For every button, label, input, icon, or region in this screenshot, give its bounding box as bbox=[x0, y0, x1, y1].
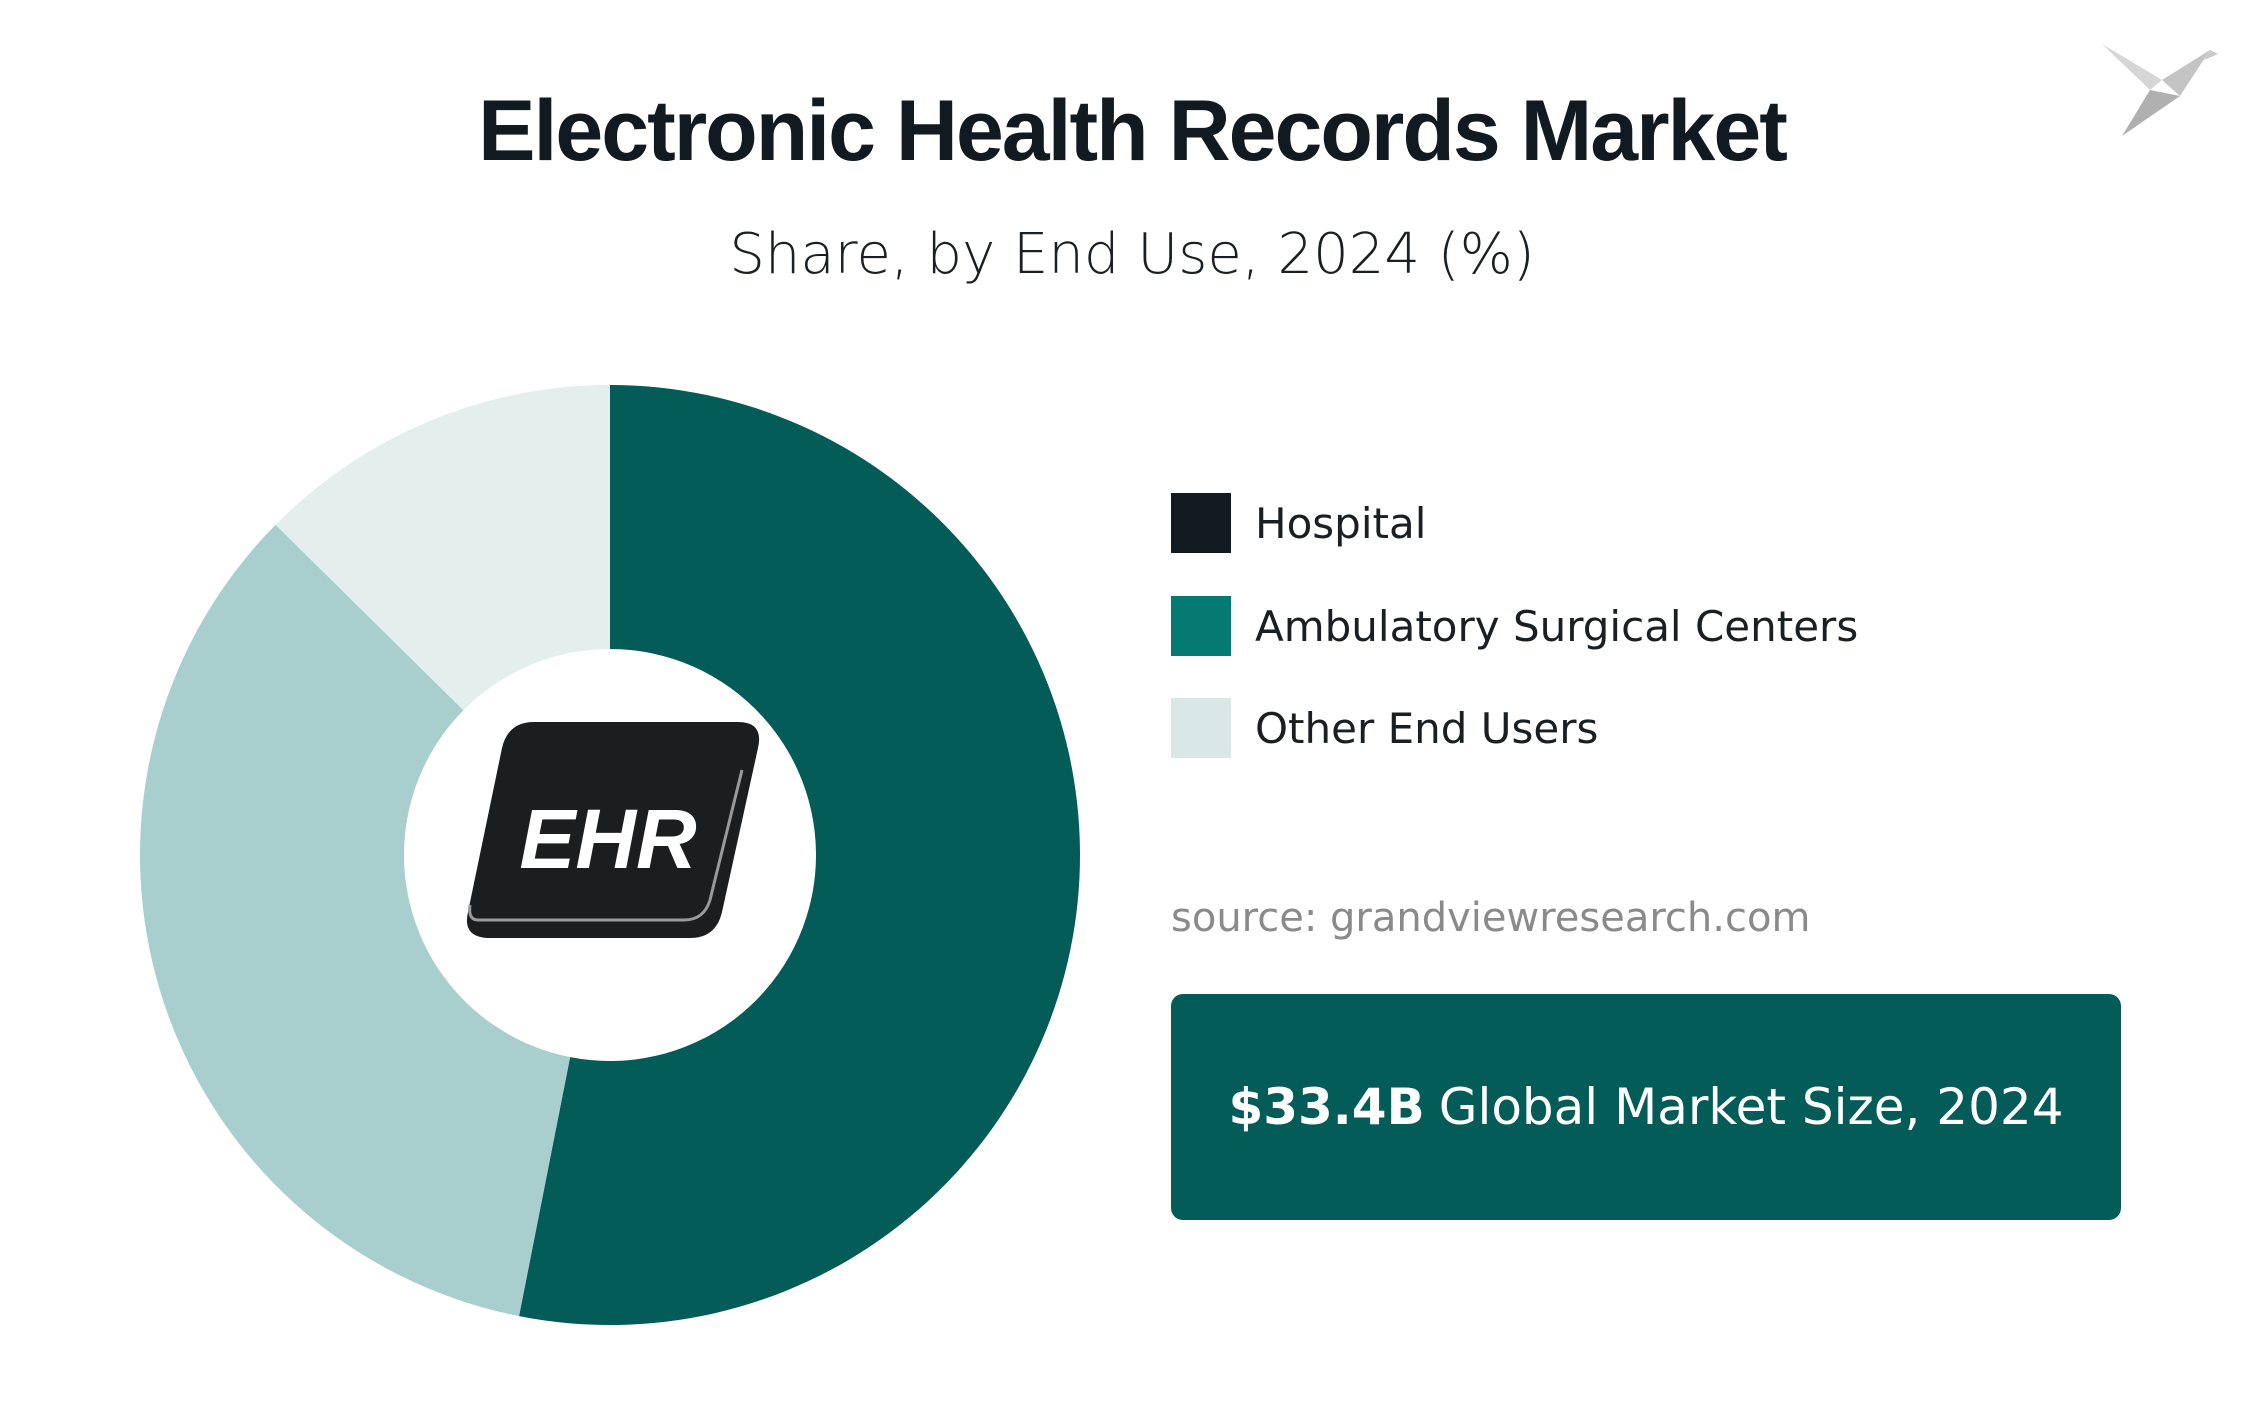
market-size-value: $33.4B bbox=[1228, 1078, 1425, 1136]
donut-slice-hospital bbox=[519, 385, 1081, 1325]
legend-item-ambulatory: Ambulatory Surgical Centers bbox=[1171, 596, 1858, 656]
legend-swatch bbox=[1171, 493, 1231, 553]
donut-chart: EHR bbox=[140, 385, 1081, 1325]
chart-title: Electronic Health Records Market bbox=[478, 83, 1788, 179]
ehr-icon: EHR bbox=[466, 722, 760, 938]
chart-subtitle: Share, by End Use, 2024 (%) bbox=[729, 222, 1535, 287]
legend-label: Other End Users bbox=[1255, 703, 1599, 753]
legend-swatch bbox=[1171, 698, 1231, 758]
market-size-box: $33.4B Global Market Size, 2024 bbox=[1171, 994, 2121, 1220]
bird-logo-icon bbox=[2102, 44, 2218, 136]
legend-item-hospital: Hospital bbox=[1171, 493, 1426, 553]
legend-label: Ambulatory Surgical Centers bbox=[1255, 601, 1859, 651]
donut-slice-ambulatory-surgical-centers bbox=[140, 524, 571, 1317]
legend-item-other: Other End Users bbox=[1171, 698, 1598, 758]
legend-swatch bbox=[1171, 596, 1231, 656]
source-text: source: grandviewresearch.com bbox=[1171, 895, 1811, 941]
legend-label: Hospital bbox=[1255, 498, 1427, 548]
market-size-label: Global Market Size, 2024 bbox=[1438, 1078, 2064, 1136]
ehr-icon-text: EHR bbox=[519, 792, 697, 886]
donut-slice-other-end-users bbox=[275, 385, 610, 711]
